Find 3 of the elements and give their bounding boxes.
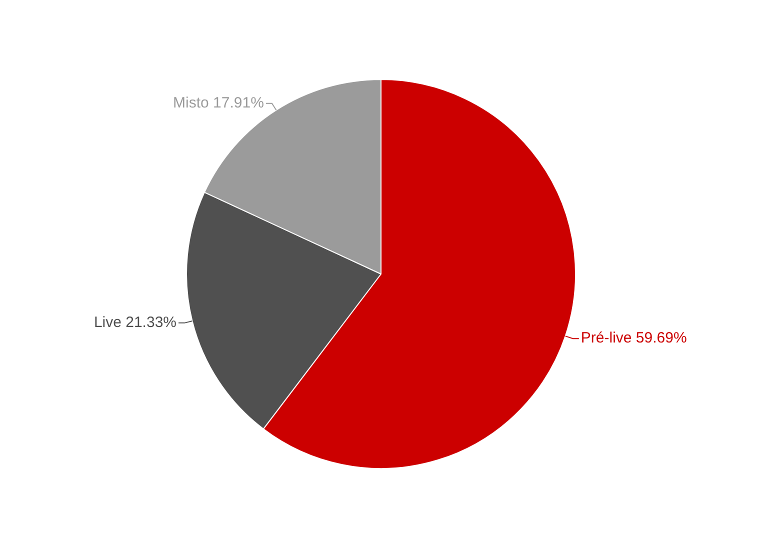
slice-label: Misto 17.91%	[173, 94, 264, 112]
slice-label: Live 21.33%	[94, 314, 176, 332]
slice-label: Pré-live 59.69%	[580, 330, 687, 347]
